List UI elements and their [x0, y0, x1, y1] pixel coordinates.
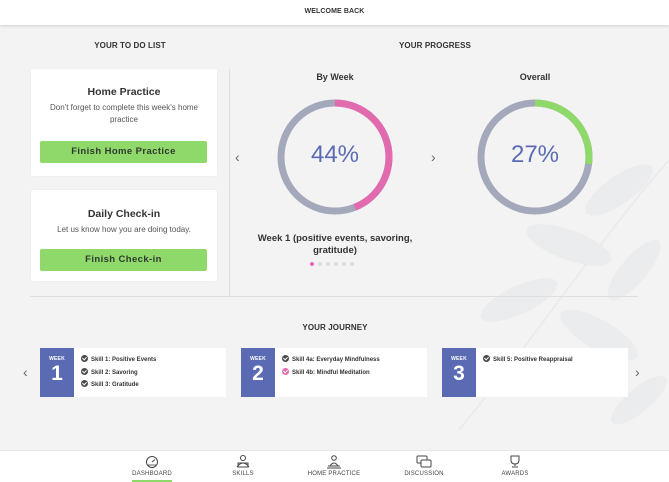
- check-circle-icon: [81, 355, 88, 362]
- nav-discussion[interactable]: DISCUSSION: [384, 454, 464, 477]
- nav-skills-label: SKILLS: [232, 471, 254, 477]
- week-card[interactable]: WEEK 3 Skill 5: Positive Reappraisal: [442, 348, 628, 397]
- home-practice-card: Home Practice Don't forget to complete t…: [31, 69, 217, 176]
- overall-ring-fill: [477, 99, 593, 215]
- home-practice-title: Home Practice: [87, 86, 161, 98]
- check-circle-icon: [282, 355, 289, 362]
- overall-title: Overall: [519, 72, 551, 82]
- week-label: WEEK: [250, 356, 266, 362]
- horizontal-divider: [30, 296, 638, 297]
- nav-discussion-label: DISCUSSION: [404, 471, 444, 477]
- journey-section-title: YOUR JOURNEY: [302, 323, 368, 332]
- journey-next-arrow[interactable]: ›: [635, 364, 640, 380]
- nav-awards[interactable]: AWARDS: [475, 454, 555, 477]
- check-circle-icon: [282, 367, 289, 375]
- check-circle-icon: [81, 367, 88, 375]
- by-week-title: By Week: [316, 72, 354, 82]
- nav-dashboard[interactable]: DASHBOARD: [112, 454, 192, 477]
- check-circle-icon: [81, 380, 88, 387]
- progress-section-title: YOUR PROGRESS: [399, 41, 471, 50]
- carousel-dot[interactable]: [318, 262, 322, 266]
- week-badge: WEEK 3: [442, 348, 476, 397]
- skill-label: Skill 1: Positive Events: [91, 357, 157, 363]
- finish-checkin-button[interactable]: Finish Check-in: [40, 249, 207, 271]
- skill-item[interactable]: Skill 3: Gratitude: [81, 380, 139, 390]
- skill-label: Skill 4a: Everyday Mindfulness: [292, 357, 380, 363]
- home-practice-text: Don't forget to complete this week's hom…: [49, 103, 198, 124]
- nav-home-practice[interactable]: HOME PRACTICE: [294, 454, 374, 477]
- carousel-dot[interactable]: [310, 262, 314, 266]
- week-number: 2: [252, 362, 264, 385]
- week-badge: WEEK 2: [241, 348, 275, 397]
- daily-checkin-text: Let us know how you are doing today.: [57, 225, 191, 234]
- carousel-dot[interactable]: [326, 262, 330, 266]
- week-card[interactable]: WEEK 2 Skill 4a: Everyday Mindfulness Skill…: [241, 348, 427, 397]
- nav-home-practice-label: HOME PRACTICE: [307, 471, 361, 477]
- week-label: WEEK: [49, 356, 65, 362]
- week-number: 3: [453, 362, 465, 385]
- by-week-percent: 44%: [310, 141, 360, 168]
- carousel-dot[interactable]: [342, 262, 346, 266]
- skill-item[interactable]: Skill 4b: Mindful Meditation: [282, 367, 370, 378]
- week-caption: Week 1 (positive events, savoring, grati…: [257, 233, 413, 256]
- skill-item[interactable]: Skill 4a: Everyday Mindfulness: [282, 355, 380, 365]
- week-number: 1: [51, 362, 63, 385]
- dashboard-icon: [146, 456, 158, 468]
- daily-checkin-card: Daily Check-in Let us know how you are d…: [31, 190, 217, 281]
- todo-section-title: YOUR TO DO LIST: [94, 41, 166, 50]
- page-title: WELCOME BACK: [304, 8, 365, 15]
- top-bar: WELCOME BACK: [0, 0, 669, 25]
- week-card[interactable]: WEEK 1 Skill 1: Positive Events Skill 2: Sa…: [40, 348, 226, 397]
- nav-dashboard-label: DASHBOARD: [132, 471, 172, 477]
- home-practice-icon: [327, 455, 341, 469]
- skill-label: Skill 5: Positive Reappraisal: [493, 357, 573, 363]
- overall-progress-ring: [477, 99, 593, 215]
- skill-item[interactable]: Skill 5: Positive Reappraisal: [483, 355, 573, 365]
- by-week-ring-fill: [277, 99, 393, 215]
- skill-label: Skill 4b: Mindful Meditation: [292, 369, 370, 376]
- skills-icon: [236, 455, 250, 468]
- skill-label: Skill 2: Savoring: [91, 369, 138, 376]
- vertical-divider: [229, 69, 230, 297]
- carousel-dot[interactable]: [350, 262, 354, 266]
- daily-checkin-title: Daily Check-in: [87, 208, 161, 220]
- nav-active-indicator: [132, 480, 172, 482]
- skill-label: Skill 3: Gratitude: [91, 382, 139, 388]
- bottom-nav: DASHBOARD SKILLS HOME PRACTICE DISCUSSIO…: [0, 450, 669, 482]
- carousel-dot[interactable]: [334, 262, 338, 266]
- progress-prev-arrow[interactable]: ‹: [235, 149, 240, 165]
- week-badge: WEEK 1: [40, 348, 74, 397]
- check-circle-icon: [483, 355, 490, 362]
- week-label: WEEK: [451, 356, 467, 362]
- awards-icon: [510, 455, 520, 468]
- nav-skills[interactable]: SKILLS: [203, 454, 283, 477]
- progress-next-arrow[interactable]: ›: [431, 149, 436, 165]
- skill-item[interactable]: Skill 2: Savoring: [81, 367, 138, 378]
- skill-item[interactable]: Skill 1: Positive Events: [81, 355, 156, 365]
- discussion-icon: [416, 455, 432, 468]
- journey-prev-arrow[interactable]: ‹: [23, 364, 28, 380]
- by-week-progress-ring: [277, 99, 393, 215]
- overall-percent: 27%: [510, 141, 560, 168]
- finish-home-practice-button[interactable]: Finish Home Practice: [40, 141, 207, 163]
- nav-awards-label: AWARDS: [501, 471, 529, 477]
